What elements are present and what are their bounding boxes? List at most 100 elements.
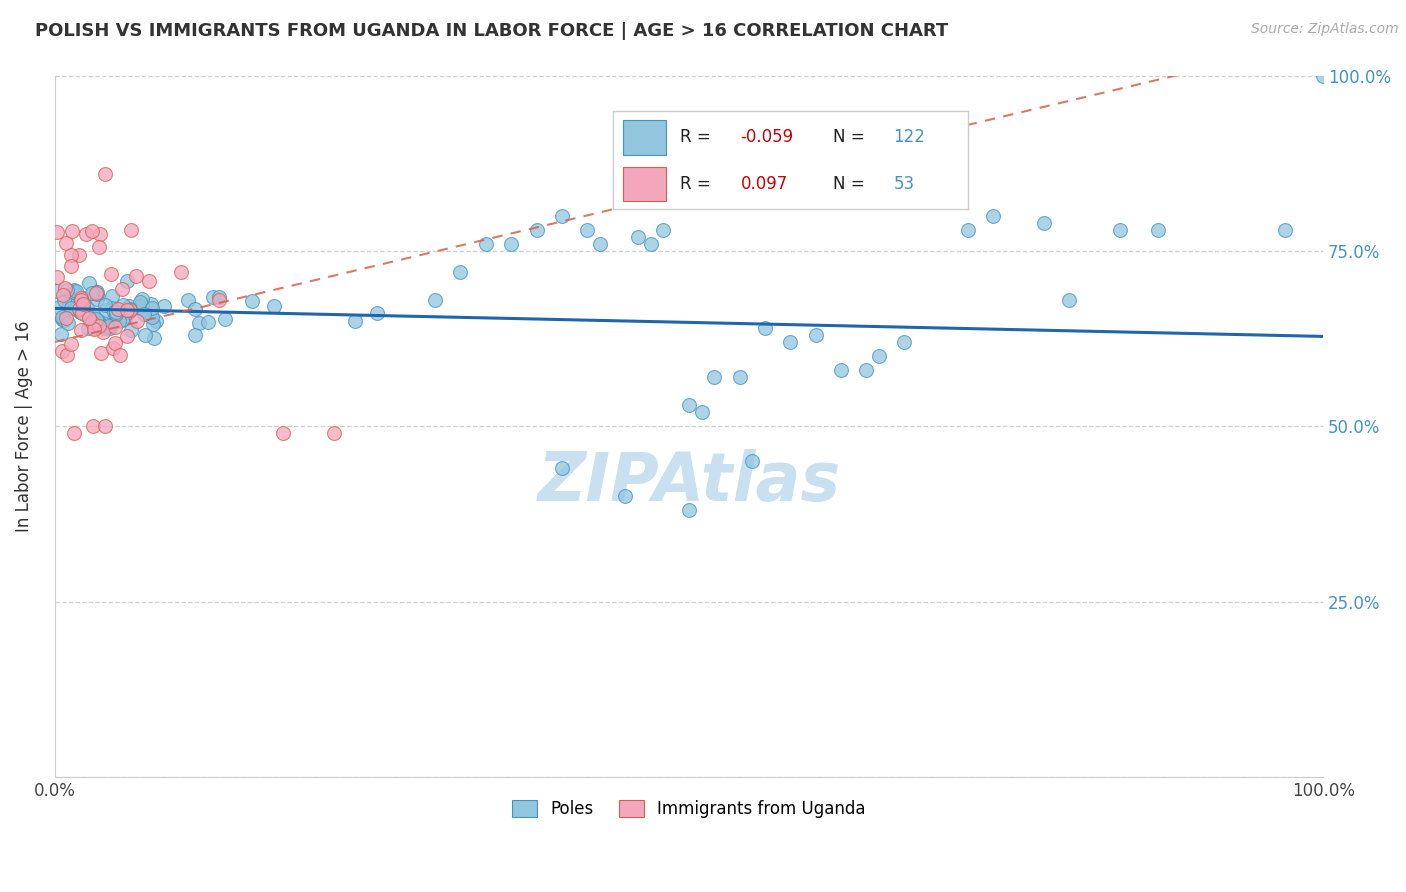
Point [56,283,79,297]
Point [46,270,69,285]
Point [779,334,801,349]
Point [59,292,82,306]
Point [65,285,87,299]
Point [112,298,135,312]
Point [51,310,73,325]
Point [589,236,612,251]
Point [76,301,98,316]
Point [89,227,111,241]
Point [86,285,108,300]
Point [1109,223,1132,237]
Point [728,370,751,384]
Point [652,223,675,237]
Point [45,284,67,298]
Point [97,319,120,334]
Point [322,426,344,441]
Point [118,299,141,313]
Point [187,316,209,330]
Point [82,224,104,238]
Point [86,285,108,300]
Point [67,301,90,316]
Point [104,319,127,334]
Point [956,223,979,237]
Point [72,306,94,320]
Point [94,298,117,312]
Point [70,323,93,337]
Point [125,313,148,327]
Text: POLISH VS IMMIGRANTS FROM UGANDA IN LABOR FORCE | AGE > 16 CORRELATION CHART: POLISH VS IMMIGRANTS FROM UGANDA IN LABO… [35,22,949,40]
Point [76,307,98,321]
Point [141,297,163,311]
Point [115,310,138,324]
Point [107,301,129,316]
Point [96,302,118,317]
Point [49,326,72,341]
Point [475,236,498,251]
Point [72,306,94,320]
Point [105,307,128,321]
Point [115,302,138,317]
Point [131,298,153,312]
Point [84,312,107,326]
Point [91,325,114,339]
Point [614,194,637,209]
Point [69,305,91,319]
Point [86,286,108,301]
Point [141,301,163,316]
Point [170,265,193,279]
Point [366,306,388,320]
Point [640,236,662,251]
Point [142,330,165,344]
Point [184,302,207,317]
Point [134,307,156,321]
Point [450,265,472,279]
Point [87,312,110,326]
Point [1312,69,1334,83]
Point [111,313,134,327]
Point [101,341,124,355]
Point [214,312,236,326]
Point [678,503,700,517]
Point [855,363,877,377]
Point [94,419,117,434]
Point [118,302,141,317]
Point [103,305,125,319]
Point [981,209,1004,223]
Point [77,311,100,326]
Point [754,321,776,335]
Point [63,284,86,298]
Point [87,315,110,329]
Point [80,315,103,329]
Point [86,285,108,299]
Point [65,302,87,317]
Point [120,323,142,337]
Point [141,310,163,324]
Point [271,426,294,441]
Point [124,268,146,283]
Point [55,236,77,251]
Point [627,230,650,244]
Point [53,281,76,295]
Point [77,320,100,334]
Point [690,405,713,419]
Point [72,297,94,311]
Point [101,289,124,303]
Point [53,293,76,307]
Point [72,300,94,314]
Point [208,293,231,307]
Point [60,248,83,262]
Point [58,298,80,312]
Point [115,328,138,343]
Point [115,275,138,289]
Point [614,489,637,503]
Point [84,321,107,335]
Point [108,348,131,362]
Point [138,274,160,288]
Point [89,240,111,254]
Point [69,291,91,305]
Point [104,313,127,327]
Point [741,454,763,468]
Point [703,370,725,384]
Point [118,305,141,319]
Point [526,223,548,237]
